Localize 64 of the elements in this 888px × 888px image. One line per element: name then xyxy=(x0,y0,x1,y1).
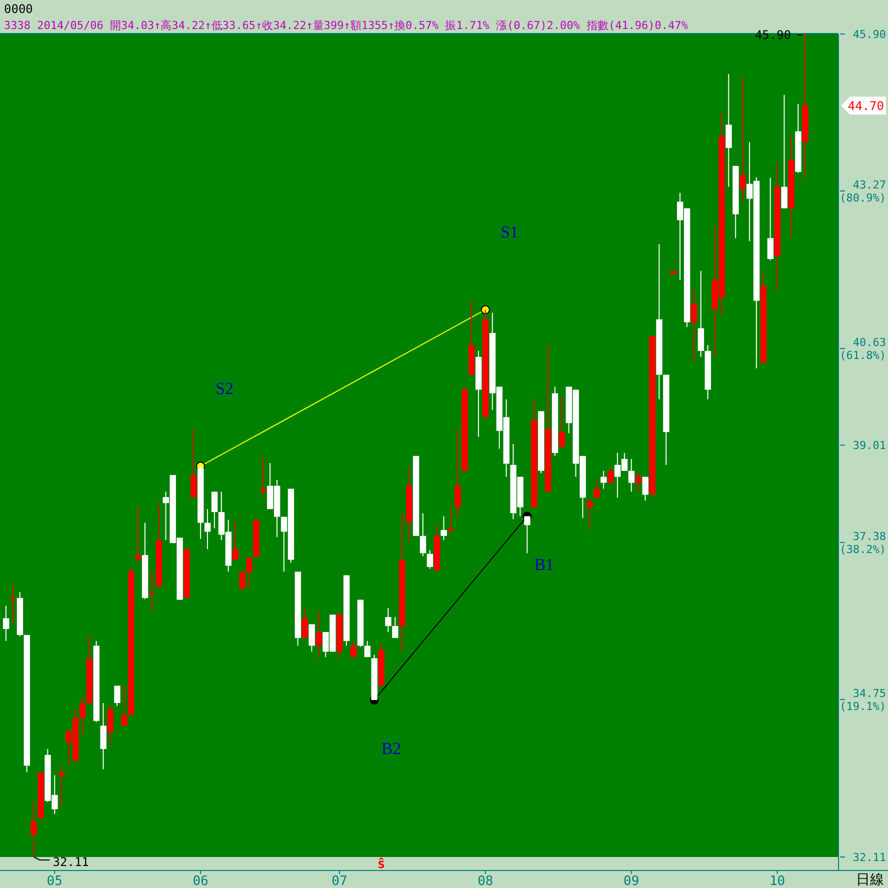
text: 44.70 xyxy=(848,99,884,114)
point xyxy=(480,305,490,314)
candlestick xyxy=(121,685,128,726)
x-tick-label: 07 xyxy=(332,874,348,888)
candlestick xyxy=(316,611,322,658)
y-tick-label: 39.01 xyxy=(852,439,886,452)
candlestick xyxy=(364,640,370,658)
chart-title: 0000 xyxy=(4,2,33,16)
candlestick xyxy=(600,470,607,490)
annotation: 32.11 xyxy=(52,855,89,869)
candlestick xyxy=(781,94,788,209)
candlestick xyxy=(440,516,447,541)
chart-subtitle: 3338 2014/05/06 開34.03↑高34.22↑低33.65↑收34.22↑量399↑額1355↑換0.57% 振1.71% 漲(0.67)2.00% 指數(41.96)0.47% xyxy=(4,19,688,32)
candlestick xyxy=(628,458,635,492)
candlestick xyxy=(726,73,732,188)
x-tick-label: 10 xyxy=(769,874,786,888)
candlestick xyxy=(385,608,392,633)
y-tick-label: 34.75 (19.1%) xyxy=(840,686,886,713)
annotation: S2 xyxy=(216,379,234,398)
candlestick xyxy=(594,479,600,498)
y-tick-label: 32.11 xyxy=(852,851,886,864)
y-tick-label: 45.90 xyxy=(852,28,886,41)
candlestick xyxy=(642,476,648,502)
candlestick xyxy=(350,640,357,658)
y-tick-label: 37.38 (38.2%) xyxy=(840,530,886,556)
y-tick-label: 40.63 (61.8%) xyxy=(840,336,886,362)
y-tick-label: 43.27 (80.9%) xyxy=(840,178,886,204)
candlestick xyxy=(190,428,197,498)
candlestick xyxy=(239,571,246,590)
annotation: B2 xyxy=(381,739,402,758)
candlestick xyxy=(558,396,566,448)
annotation: S1 xyxy=(500,222,518,242)
candlestick xyxy=(246,558,252,588)
candlestick xyxy=(690,288,698,364)
candlestick xyxy=(767,177,774,261)
candlestick xyxy=(135,506,142,564)
text: ŝ xyxy=(377,857,386,872)
candlestick xyxy=(698,270,704,358)
candlestick xyxy=(608,467,614,484)
candlestick xyxy=(2,605,10,642)
candlestick xyxy=(302,608,308,638)
x-tick-label: 09 xyxy=(624,874,640,888)
x-tick-label: 08 xyxy=(478,874,494,888)
candlestick xyxy=(107,706,114,745)
annotation: B1 xyxy=(534,555,554,574)
candlestick xyxy=(30,800,37,858)
candlestick xyxy=(232,519,238,560)
candlestick xyxy=(586,500,593,530)
candlestick xyxy=(448,506,454,536)
candlestick xyxy=(426,550,434,570)
candlestick xyxy=(114,685,120,707)
x-tick-label: 06 xyxy=(192,874,208,888)
candlestick xyxy=(420,512,426,557)
x-tick-label: 05 xyxy=(46,874,62,888)
candlestick xyxy=(635,472,642,492)
candlestick xyxy=(308,624,315,652)
candlestick xyxy=(79,695,86,736)
candlestick xyxy=(211,491,218,529)
candlestick xyxy=(740,76,746,202)
x-axis-title: 日線 xyxy=(856,872,884,888)
candlestick xyxy=(454,428,461,519)
candlestick xyxy=(392,616,398,638)
candlestick xyxy=(204,508,211,550)
candlestick xyxy=(100,702,106,770)
